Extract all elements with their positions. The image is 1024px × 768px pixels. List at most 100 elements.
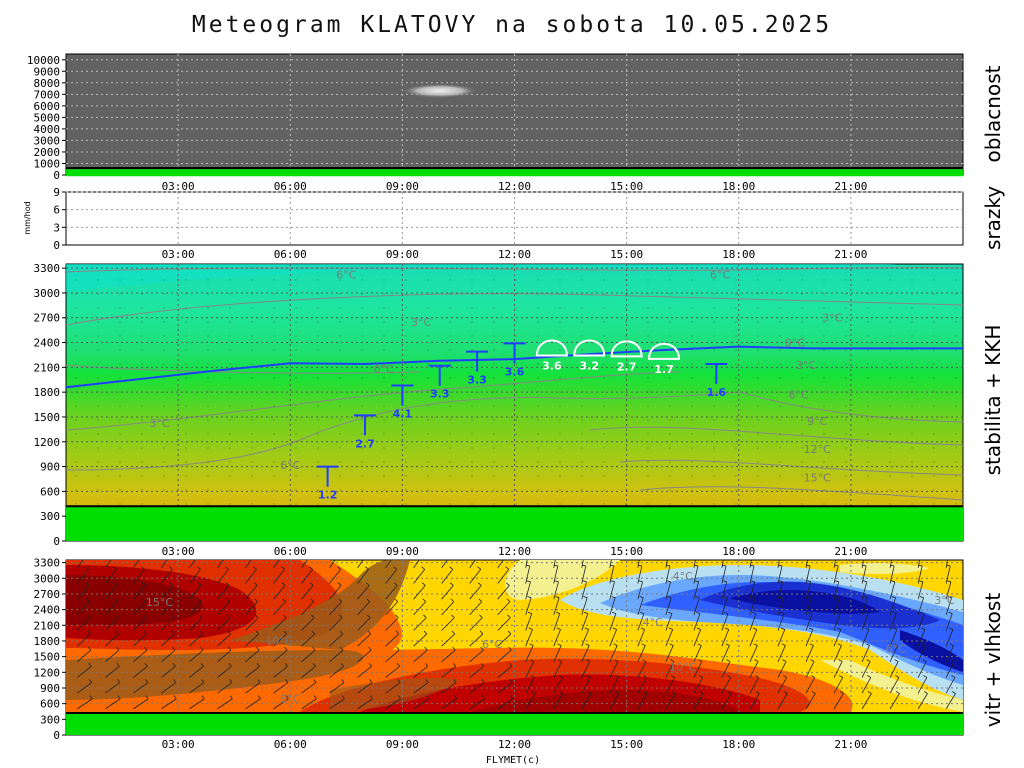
wind-barbs [76,560,956,710]
y-tick-label: 3300 [34,557,61,570]
thermal-marker: 3.3 [466,350,489,387]
x-tick-label: 06:00 [274,180,307,193]
isotherm-label: 3°C [149,417,169,430]
isotherm-label: 3°C [822,312,842,325]
cumulus-marker: 3.2 [573,339,606,373]
footer-label: FLYMET(c) [486,755,540,766]
x-tick-label: 15:00 [610,248,643,261]
kkh-value: 3.3 [467,374,487,387]
x-tick-label: 12:00 [498,248,531,261]
panel-label-oblacnost: oblacnost [981,65,1005,162]
y-tick-label: 1500 [34,411,61,424]
x-tick-label: 15:00 [610,738,643,751]
x-tick-label: 09:00 [386,545,419,558]
x-tick-label: 03:00 [162,738,195,751]
thermal-marker: 3.6 [503,342,526,378]
y-tick-label: 3000 [34,134,61,147]
x-tick-label: 06:00 [274,248,307,261]
x-tick-label: 18:00 [722,248,755,261]
isotherm-label: 6°C [482,638,502,651]
y-tick-label: 3 [53,221,60,234]
thermal-marker: 3.3 [428,364,451,401]
x-tick-label: 09:00 [386,180,419,193]
x-tick-label: 12:00 [498,545,531,558]
y-tick-label: 300 [40,713,60,726]
isotherm-label: 3°C [796,359,816,372]
x-tick-label: 15:00 [610,180,643,193]
isotherm-label: 0°C [785,337,805,350]
cloud-patch [401,83,478,98]
page-title: Meteogram KLATOVY na sobota 10.05.2025 [191,12,833,38]
x-tick-label: 21:00 [834,180,867,193]
isotherm-label: 3°C [934,594,954,607]
thermal-marker: 1.6 [705,363,728,399]
cumulus-marker: 1.7 [647,343,681,376]
y-tick-label: 1200 [34,436,61,449]
x-tick-label: 06:00 [274,545,307,558]
y-tick-label: 3300 [34,262,61,275]
isotherm-label: 0°C [374,363,394,376]
wind-humidity-grid [66,560,963,735]
y-tick-label: 6 [53,204,60,217]
y-tick-label: 5000 [34,111,61,124]
x-tick-label: 06:00 [274,738,307,751]
y-tick-label: 1500 [34,651,61,664]
y-tick-label: 8000 [34,77,61,90]
isotherm-label: 4°C [643,616,663,629]
x-tick-label: 09:00 [386,738,419,751]
isotherm-label: 6°C [710,269,730,282]
y-tick-label: 300 [40,510,60,523]
y-tick-label: 3000 [34,572,61,585]
isotherm-label: 6°C [280,459,300,472]
x-tick-label: 12:00 [498,738,531,751]
y-tick-label: 1000 [34,157,61,170]
y-tick-label: 1800 [34,635,61,648]
y-tick-label: 4000 [34,123,61,136]
x-tick-label: 09:00 [386,248,419,261]
y-tick-label: 2000 [34,146,61,159]
y-tick-label: 0 [53,729,60,742]
x-tick-label: 18:00 [722,180,755,193]
y-tick-label: 6000 [34,100,61,113]
isotherm-label: 4°C [673,570,693,583]
isotherm-label: 8°C [280,692,300,705]
y-tick-label: 2400 [34,604,61,617]
kkh-value: 1.6 [707,386,727,399]
thermal-marker: 4.1 [391,384,414,421]
x-tick-label: 12:00 [498,180,531,193]
y-tick-label: 9000 [34,65,61,78]
x-tick-label: 21:00 [834,545,867,558]
cumulus-marker: 2.7 [610,340,643,373]
cloud-panel-grid [66,54,963,175]
isotherm-label: 12°C [804,443,831,456]
y-tick-label: 0 [53,535,60,548]
kkh-value: 3.6 [542,360,562,373]
stability-panel-ground [66,506,963,541]
y-tick-label: 0 [53,169,60,182]
x-tick-label: 21:00 [834,248,867,261]
stability-panel-grid [66,264,963,541]
y-tick-label: 0 [53,239,60,252]
panel-label-stabilita: stabilita + KKH [981,325,1005,476]
y-tick-label: 2400 [34,337,61,350]
y-tick-label: 2100 [34,361,61,374]
isotherm-label: 10°C [669,661,696,674]
cumulus-marker: 3.6 [535,339,568,373]
precip-unit-label: mm/hod [23,201,32,234]
y-tick-label: 1800 [34,386,61,399]
kkh-value: 2.7 [617,360,637,373]
x-tick-label: 03:00 [162,248,195,261]
precip-panel-grid [66,191,963,245]
kkh-value: 2.7 [355,437,375,450]
y-tick-label: 9 [53,186,60,199]
y-tick-label: 900 [40,461,60,474]
y-tick-label: 900 [40,682,60,695]
isotherm-label: 10°C [265,634,292,647]
wind-panel-ground [66,713,963,735]
kkh-value: 3.3 [430,388,450,401]
kkh-value: 4.1 [393,408,413,421]
y-tick-label: 1200 [34,666,61,679]
isotherm-label: 15°C [146,596,173,609]
panel-label-srazky: srazky [981,186,1005,250]
